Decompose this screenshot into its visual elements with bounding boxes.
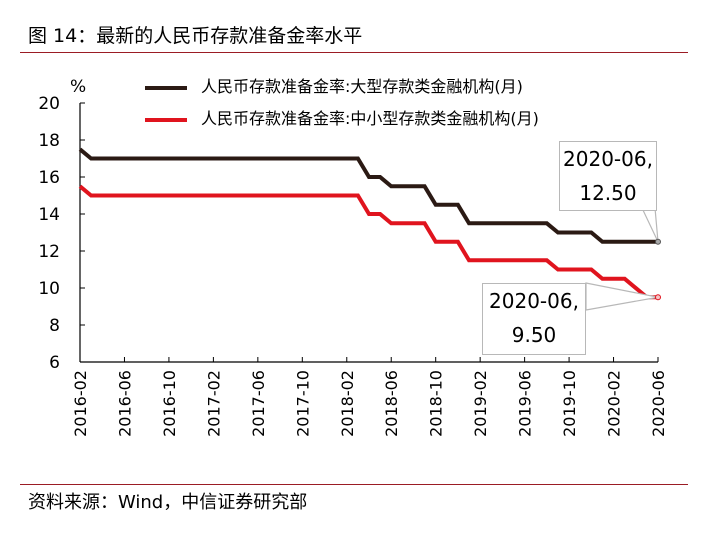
legend-label-small: 人民币存款准备金率:中小型存款类金融机构(月): [201, 109, 539, 128]
x-tick-label: 2016-02: [71, 370, 90, 437]
callout-large-value: 12.50: [579, 181, 637, 205]
x-tick-label: 2017-06: [249, 370, 268, 437]
x-tick-label: 2019-10: [560, 370, 579, 437]
callout-small-date: 2020-06,: [489, 289, 579, 313]
top-divider: [20, 52, 688, 53]
y-tick-label: 20: [38, 94, 60, 114]
callout-large-date: 2020-06,: [563, 147, 653, 171]
legend-swatch-small: [145, 117, 187, 122]
y-tick-label: 8: [49, 316, 60, 336]
y-tick-label: 12: [38, 242, 60, 262]
figure-title: 图 14：最新的人民币存款准备金率水平: [28, 25, 363, 47]
x-tick-label: 2020-02: [605, 370, 624, 437]
source-note: 资料来源：Wind，中信证券研究部: [28, 492, 308, 513]
x-tick-label: 2018-02: [338, 370, 357, 437]
y-tick-label: 14: [38, 205, 60, 225]
x-tick-label: 2017-02: [204, 370, 223, 437]
x-tick-label: 2019-02: [471, 370, 490, 437]
x-tick-label: 2019-06: [516, 370, 535, 437]
y-tick-label: 18: [38, 131, 60, 151]
callout-large-pointer: [641, 207, 659, 243]
callout-large-latest: 2020-06, 12.50: [559, 141, 657, 211]
series-line-small: [78, 184, 658, 300]
callout-small-value: 9.50: [511, 323, 557, 347]
x-tick-label: 2016-06: [115, 370, 134, 437]
y-axis-unit-label: %: [70, 77, 86, 97]
x-tick-label: 2018-10: [427, 370, 446, 437]
legend-item-large: 人民币存款准备金率:大型存款类金融机构(月): [145, 77, 523, 97]
callout-small-latest: 2020-06, 9.50: [482, 283, 586, 355]
callout-small-pointer: [585, 282, 659, 311]
x-tick-label: 2018-06: [382, 370, 401, 437]
marker-large-latest: [655, 238, 661, 245]
x-tick-label: 2020-06: [649, 370, 668, 437]
legend-swatch-large: [145, 85, 187, 90]
y-tick-label: 16: [38, 168, 60, 188]
legend-label-large: 人民币存款准备金率:大型存款类金融机构(月): [201, 77, 523, 96]
y-tick-label: 6: [49, 353, 60, 373]
legend-item-small: 人民币存款准备金率:中小型存款类金融机构(月): [145, 109, 539, 129]
bottom-divider: [20, 484, 688, 485]
x-tick-label: 2016-10: [160, 370, 179, 437]
series-line-large: [78, 147, 658, 244]
line-chart: 6 8 10 12 14 16 18 20% 2016-02 2016-06 2016-10 2017…: [38, 77, 668, 437]
marker-small-latest: [655, 294, 661, 301]
x-tick-label: 2017-10: [293, 370, 312, 437]
y-tick-label: 10: [38, 279, 60, 299]
